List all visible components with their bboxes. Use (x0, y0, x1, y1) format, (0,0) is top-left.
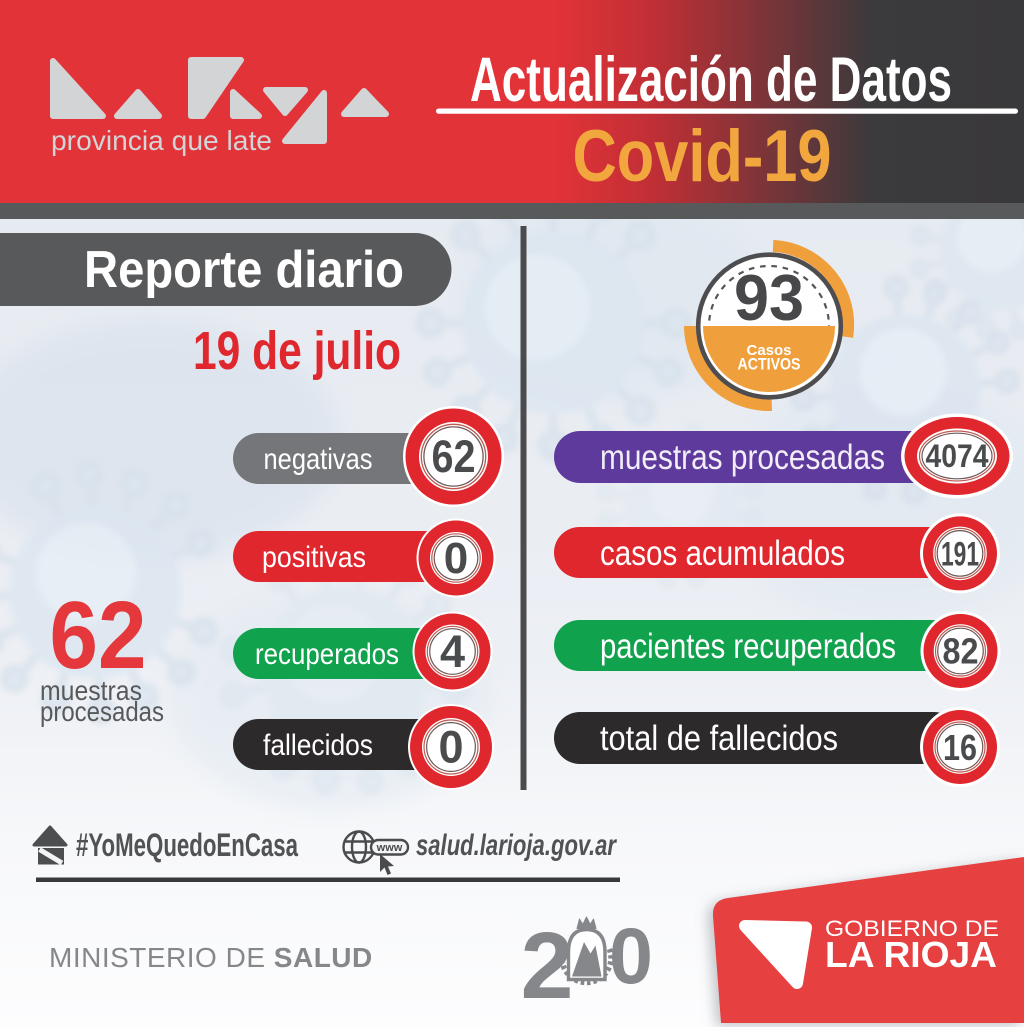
svg-text:Reporte diario: Reporte diario (84, 241, 404, 299)
svg-text:82: 82 (943, 631, 979, 672)
svg-text:0: 0 (609, 911, 653, 1000)
svg-text:www: www (376, 842, 403, 854)
svg-text:0: 0 (438, 722, 463, 773)
svg-text:muestras: muestras (40, 675, 142, 706)
svg-text:93: 93 (734, 261, 804, 334)
svg-text:19 de julio: 19 de julio (193, 321, 401, 381)
svg-text:ACTIVOS: ACTIVOS (738, 356, 801, 374)
svg-text:4074: 4074 (926, 438, 989, 474)
svg-text:negativas: negativas (264, 443, 373, 476)
svg-text:provincia que late: provincia que late (51, 125, 272, 156)
svg-text:pacientes recuperados: pacientes recuperados (600, 627, 896, 666)
svg-text:muestras procesadas: muestras procesadas (600, 438, 885, 477)
svg-text:Casos: Casos (747, 342, 792, 359)
svg-text:Actualización de Datos: Actualización de Datos (470, 45, 952, 115)
svg-text:62: 62 (432, 431, 476, 482)
svg-text:4: 4 (440, 626, 465, 677)
svg-text:16: 16 (943, 727, 977, 768)
svg-text:positivas: positivas (262, 541, 366, 574)
svg-text:#YoMeQuedoEnCasa: #YoMeQuedoEnCasa (76, 827, 298, 863)
svg-text:0: 0 (444, 534, 468, 583)
svg-text:MINISTERIO DE SALUD: MINISTERIO DE SALUD (49, 942, 373, 973)
svg-text:procesadas: procesadas (40, 696, 164, 727)
svg-text:62: 62 (50, 582, 147, 689)
svg-text:LA RIOJA: LA RIOJA (825, 934, 997, 975)
svg-text:fallecidos: fallecidos (263, 729, 373, 762)
svg-text:salud.larioja.gov.ar: salud.larioja.gov.ar (416, 829, 618, 862)
svg-text:casos acumulados: casos acumulados (600, 534, 845, 573)
svg-text:GOBIERNO DE: GOBIERNO DE (825, 916, 999, 941)
svg-text:recuperados: recuperados (255, 638, 399, 671)
svg-text:total de fallecidos: total de fallecidos (600, 719, 838, 758)
svg-text:Covid-19: Covid-19 (573, 116, 832, 197)
svg-text:191: 191 (941, 535, 979, 573)
